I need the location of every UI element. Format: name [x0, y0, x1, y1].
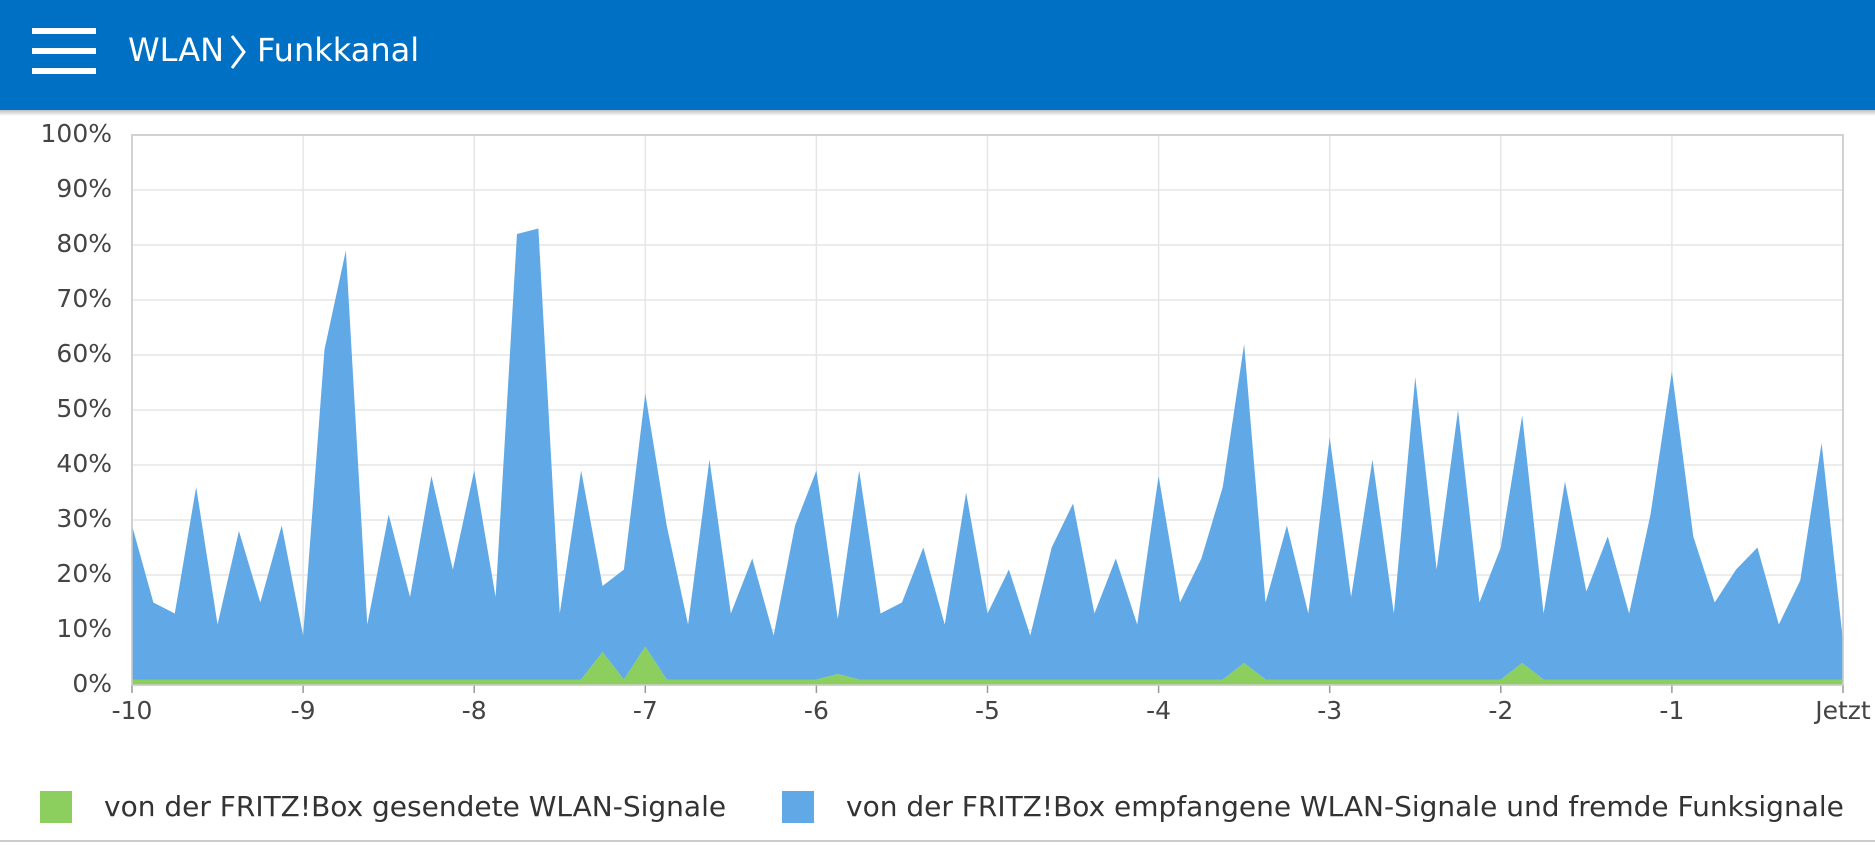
x-tick-label: -10 [112, 696, 153, 725]
y-tick-label: 50% [56, 394, 112, 423]
y-tick-label: 90% [56, 174, 112, 203]
area-series [132, 228, 1843, 680]
x-tick-label: -4 [1146, 696, 1171, 725]
x-tick-label: -2 [1488, 696, 1513, 725]
x-tick-label: -7 [633, 696, 658, 725]
y-tick-label: 80% [56, 229, 112, 258]
breadcrumb-link[interactable]: WLAN [128, 31, 224, 69]
plot-border [131, 134, 1844, 686]
y-tick-label: 40% [56, 449, 112, 478]
y-tick-label: 70% [56, 284, 112, 313]
menu-bar [32, 28, 96, 34]
y-tick-label: 30% [56, 504, 112, 533]
x-tick-label: -9 [291, 696, 316, 725]
x-tick-label: -6 [804, 696, 829, 725]
y-tick-label: 20% [56, 559, 112, 588]
y-tick-label: 10% [56, 614, 112, 643]
legend-swatch [782, 791, 814, 823]
y-tick-label: 60% [56, 339, 112, 368]
menu-bar [32, 48, 96, 54]
x-tick-label: -8 [462, 696, 487, 725]
breadcrumb-chevron [230, 35, 246, 69]
legend-label: von der FRITZ!Box empfangene WLAN-Signal… [846, 790, 1844, 823]
x-tick-label: -5 [975, 696, 1000, 725]
area-series [132, 646, 1843, 685]
breadcrumb-current: Funkkanal [257, 31, 419, 69]
legend-swatch [40, 791, 72, 823]
y-tick-label: 0% [72, 669, 112, 698]
x-tick-label: -1 [1659, 696, 1684, 725]
x-tick-label: Jetzt [1813, 696, 1871, 725]
chart: 0% 10% 20% 30% 40% 50% 60% 70% 80% 90% 100% -10 -9 -8… [40, 119, 1871, 823]
x-tick-label: -3 [1317, 696, 1342, 725]
header-bar [0, 0, 1875, 110]
y-tick-label: 100% [41, 119, 112, 148]
legend-label: von der FRITZ!Box gesendete WLAN-Signale [104, 790, 726, 823]
menu-bar [32, 68, 96, 74]
menu-button[interactable] [32, 28, 96, 74]
header-shadow [0, 110, 1875, 116]
